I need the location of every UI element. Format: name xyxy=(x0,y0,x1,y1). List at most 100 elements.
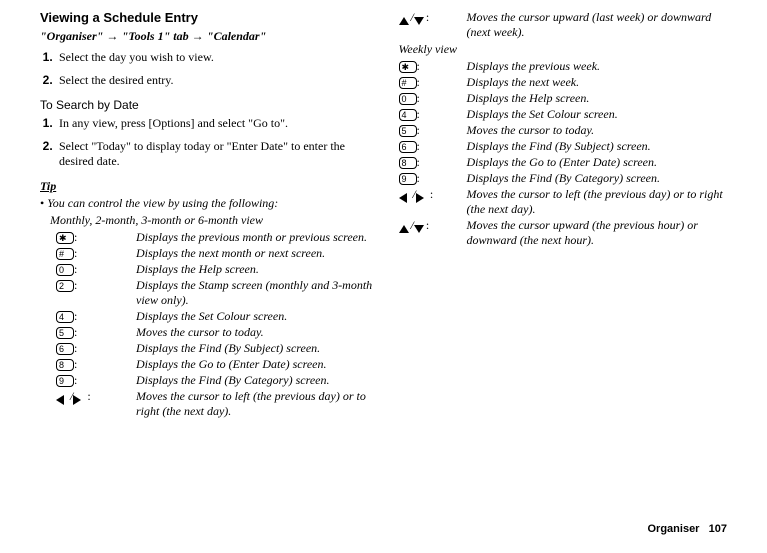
shortcut-row: 9:Displays the Find (By Category) screen… xyxy=(40,373,379,388)
breadcrumb-part: "Tools 1" tab xyxy=(122,29,189,43)
shortcut-description: Displays the next week. xyxy=(467,75,738,90)
arrow-icon: → xyxy=(106,29,121,43)
up-arrow-icon xyxy=(399,12,411,24)
shortcut-row: ✱:Displays the previous month or previou… xyxy=(40,230,379,245)
key-cell: #: xyxy=(40,246,136,261)
shortcut-description: Moves the cursor to today. xyxy=(136,325,379,340)
key-9-icon: 9 xyxy=(56,375,74,387)
shortcut-description: Displays the next month or next screen. xyxy=(136,246,379,261)
shortcut-row: 9:Displays the Find (By Category) screen… xyxy=(399,171,738,186)
breadcrumb-part: "Organiser" xyxy=(40,29,103,43)
key-8-icon: 8 xyxy=(56,359,74,371)
key-cell: 6: xyxy=(399,139,467,154)
step-item: Select "Today" to display today or "Ente… xyxy=(56,139,379,169)
view-heading: Monthly, 2-month, 3-month or 6-month vie… xyxy=(40,213,379,228)
key-cell: 8: xyxy=(40,357,136,372)
key-cell: 4: xyxy=(399,107,467,122)
step-item: In any view, press [Options] and select … xyxy=(56,116,379,131)
right-arrow-icon xyxy=(73,391,87,403)
view-heading: Weekly view xyxy=(399,42,738,57)
key-cell: 2: xyxy=(40,278,136,293)
up-arrow-icon xyxy=(399,220,411,232)
key-6-icon: 6 xyxy=(399,141,417,153)
key-4-icon: 4 xyxy=(399,109,417,121)
shortcut-description: Displays the Go to (Enter Date) screen. xyxy=(467,155,738,170)
key-cell: 8: xyxy=(399,155,467,170)
key-#-icon: # xyxy=(399,77,417,89)
key-0-icon: 0 xyxy=(399,93,417,105)
key-*-icon: ✱ xyxy=(56,232,74,244)
shortcut-description: Displays the Set Colour screen. xyxy=(136,309,379,324)
shortcut-row: 0:Displays the Help screen. xyxy=(399,91,738,106)
shortcut-description: Moves the cursor upward (last week) or d… xyxy=(467,10,738,40)
key-cell: /: xyxy=(399,10,467,25)
shortcut-description: Displays the previous week. xyxy=(467,59,738,74)
down-arrow-icon xyxy=(414,12,426,24)
key-cell: 4: xyxy=(40,309,136,324)
step-item: Select the desired entry. xyxy=(56,73,379,88)
key-cell: /: xyxy=(399,187,467,202)
key-cell: 9: xyxy=(40,373,136,388)
subheading: To Search by Date xyxy=(40,98,379,112)
shortcut-row: 4:Displays the Set Colour screen. xyxy=(40,309,379,324)
shortcut-description: Displays the Find (By Category) screen. xyxy=(467,171,738,186)
shortcut-row: 8:Displays the Go to (Enter Date) screen… xyxy=(40,357,379,372)
key-cell: 9: xyxy=(399,171,467,186)
left-arrow-icon xyxy=(399,189,413,201)
tip-label: Tip xyxy=(40,179,379,194)
breadcrumb: "Organiser" → "Tools 1" tab → "Calendar" xyxy=(40,29,379,44)
shortcut-description: Displays the Help screen. xyxy=(467,91,738,106)
arrow-icon: → xyxy=(192,29,207,43)
key-5-icon: 5 xyxy=(56,327,74,339)
shortcut-row: 2:Displays the Stamp screen (monthly and… xyxy=(40,278,379,308)
page-footer: Organiser 107 xyxy=(648,523,728,535)
key-cell: 5: xyxy=(399,123,467,138)
key-9-icon: 9 xyxy=(399,173,417,185)
shortcut-row: #:Displays the next week. xyxy=(399,75,738,90)
key-2-icon: 2 xyxy=(56,280,74,292)
left-arrow-icon xyxy=(56,391,70,403)
shortcut-row: /:Moves the cursor to left (the previous… xyxy=(40,389,379,419)
shortcut-row: 5:Moves the cursor to today. xyxy=(399,123,738,138)
tip-text: • You can control the view by using the … xyxy=(40,196,379,211)
section-title: Viewing a Schedule Entry xyxy=(40,10,379,25)
steps-list: Select the day you wish to view. Select … xyxy=(40,50,379,88)
shortcut-row: 6:Displays the Find (By Subject) screen. xyxy=(40,341,379,356)
key-cell: #: xyxy=(399,75,467,90)
key-5-icon: 5 xyxy=(399,125,417,137)
shortcut-description: Displays the Set Colour screen. xyxy=(467,107,738,122)
footer-label: Organiser xyxy=(648,523,700,535)
shortcut-description: Moves the cursor to left (the previous d… xyxy=(136,389,379,419)
steps-list: In any view, press [Options] and select … xyxy=(40,116,379,169)
shortcut-row: /:Moves the cursor upward (last week) or… xyxy=(399,10,738,40)
breadcrumb-part: "Calendar" xyxy=(207,29,266,43)
shortcut-row: ✱:Displays the previous week. xyxy=(399,59,738,74)
key-0-icon: 0 xyxy=(56,264,74,276)
step-item: Select the day you wish to view. xyxy=(56,50,379,65)
key-cell: 0: xyxy=(40,262,136,277)
shortcut-description: Moves the cursor upward (the previous ho… xyxy=(467,218,738,248)
key-8-icon: 8 xyxy=(399,157,417,169)
shortcut-row: 0:Displays the Help screen. xyxy=(40,262,379,277)
shortcut-row: #:Displays the next month or next screen… xyxy=(40,246,379,261)
shortcut-description: Displays the Find (By Subject) screen. xyxy=(136,341,379,356)
key-cell: /: xyxy=(40,389,136,404)
down-arrow-icon xyxy=(414,220,426,232)
key-cell: ✱: xyxy=(40,230,136,245)
shortcut-row: 4:Displays the Set Colour screen. xyxy=(399,107,738,122)
key-cell: 5: xyxy=(40,325,136,340)
footer-page: 107 xyxy=(709,523,727,535)
key-#-icon: # xyxy=(56,248,74,260)
key-6-icon: 6 xyxy=(56,343,74,355)
shortcut-description: Displays the Find (By Subject) screen. xyxy=(467,139,738,154)
shortcut-row: 6:Displays the Find (By Subject) screen. xyxy=(399,139,738,154)
shortcut-row: 5:Moves the cursor to today. xyxy=(40,325,379,340)
shortcut-description: Moves the cursor to left (the previous d… xyxy=(467,187,738,217)
key-4-icon: 4 xyxy=(56,311,74,323)
shortcut-description: Displays the previous month or previous … xyxy=(136,230,379,245)
key-cell: /: xyxy=(399,218,467,233)
key-cell: ✱: xyxy=(399,59,467,74)
shortcut-row: 8:Displays the Go to (Enter Date) screen… xyxy=(399,155,738,170)
key-cell: 6: xyxy=(40,341,136,356)
right-arrow-icon xyxy=(416,189,430,201)
